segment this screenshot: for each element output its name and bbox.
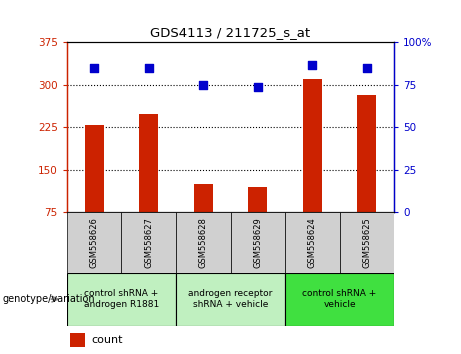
Text: control shRNA +
vehicle: control shRNA + vehicle xyxy=(302,290,377,309)
Bar xyxy=(84,125,104,212)
Bar xyxy=(230,212,285,273)
Bar xyxy=(121,212,176,273)
Text: GSM558627: GSM558627 xyxy=(144,217,153,268)
Point xyxy=(309,62,316,67)
Bar xyxy=(176,212,230,273)
Bar xyxy=(139,114,158,212)
Bar xyxy=(285,273,394,326)
Bar xyxy=(67,212,121,273)
Bar xyxy=(340,212,394,273)
Text: control shRNA +
androgen R1881: control shRNA + androgen R1881 xyxy=(84,290,159,309)
Title: GDS4113 / 211725_s_at: GDS4113 / 211725_s_at xyxy=(150,25,311,39)
Point xyxy=(145,65,152,71)
Bar xyxy=(67,273,176,326)
Bar xyxy=(176,273,285,326)
Point xyxy=(90,65,98,71)
Point xyxy=(254,84,261,90)
Bar xyxy=(194,184,213,212)
Point xyxy=(363,65,371,71)
Text: GSM558628: GSM558628 xyxy=(199,217,208,268)
Text: GSM558624: GSM558624 xyxy=(308,217,317,268)
Text: GSM558625: GSM558625 xyxy=(362,217,372,268)
Text: genotype/variation: genotype/variation xyxy=(2,294,95,304)
Text: count: count xyxy=(91,335,123,345)
Point xyxy=(200,82,207,88)
Text: androgen receptor
shRNA + vehicle: androgen receptor shRNA + vehicle xyxy=(188,290,273,309)
Text: GSM558629: GSM558629 xyxy=(253,217,262,268)
Bar xyxy=(303,79,322,212)
Bar xyxy=(285,212,340,273)
Bar xyxy=(357,95,377,212)
Bar xyxy=(248,187,267,212)
Bar xyxy=(70,333,85,347)
Text: GSM558626: GSM558626 xyxy=(89,217,99,268)
